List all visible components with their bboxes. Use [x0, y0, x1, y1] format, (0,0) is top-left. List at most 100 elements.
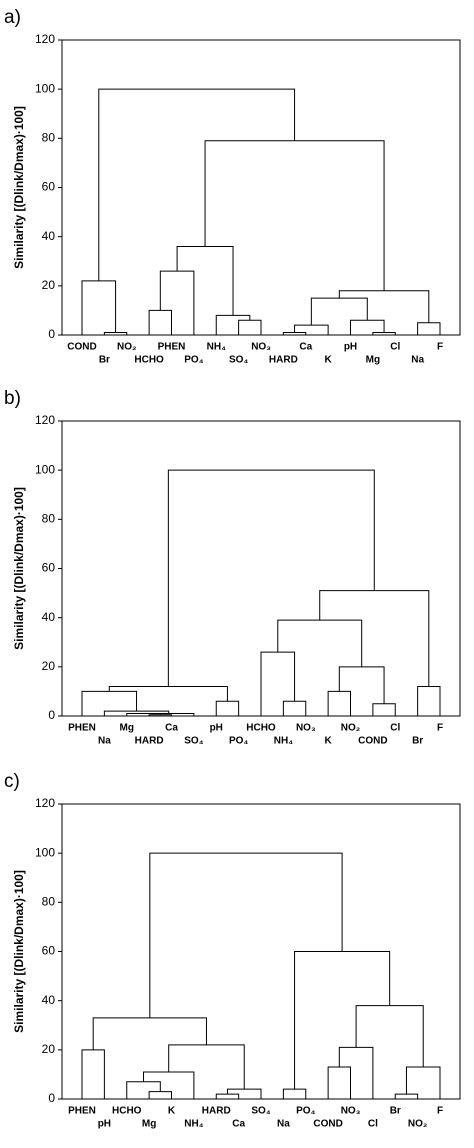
leaf-label: Cl	[390, 723, 400, 734]
dendrogram-link	[92, 1017, 207, 1050]
y-tick-label: 40	[42, 610, 56, 624]
dendrogram-link	[126, 1081, 161, 1099]
leaf-label: F	[437, 1106, 443, 1117]
dendrogram-link	[372, 332, 396, 335]
leaf-label: HCHO	[246, 723, 276, 734]
leaf-label: pH	[210, 723, 223, 734]
leaf-label: NO₃	[251, 342, 271, 353]
leaf-label: PHEN	[68, 723, 96, 734]
dendrogram-panel: b) 0 20 40 60 80 100 120 Similarity [(Dlink/Dmax…	[4, 388, 461, 747]
leaf-label: Br	[412, 736, 423, 747]
dendrogram-link	[310, 297, 368, 326]
dendrogram-link	[108, 686, 228, 702]
dendrogram-link	[417, 322, 441, 335]
dendrogram-link	[176, 246, 234, 316]
leaf-label: PHEN	[158, 342, 186, 353]
dendrogram-link	[294, 951, 391, 1090]
y-tick-label: 40	[42, 993, 56, 1007]
panel-label: b)	[4, 388, 21, 409]
leaf-label: Ca	[299, 342, 312, 353]
dendrogram-link	[417, 686, 441, 716]
leaf-label: K	[325, 355, 333, 366]
dendrogram-link	[159, 270, 195, 335]
dendrogram-link	[81, 690, 138, 716]
leaf-label: NO₃	[296, 723, 316, 734]
leaf-label: HARD	[202, 1106, 231, 1117]
dendrogram-link	[143, 713, 195, 716]
dendrogram-link	[282, 700, 307, 716]
dendrogram-link	[327, 1066, 351, 1099]
dendrogram-link	[148, 309, 172, 335]
dendrogram-link	[215, 314, 251, 335]
leaf-label: SO₄	[229, 355, 248, 366]
y-tick-label: 120	[35, 32, 55, 46]
leaf-label: HCHO	[112, 1106, 142, 1117]
y-tick-label: 80	[42, 895, 56, 909]
leaf-label: SO₄	[184, 736, 203, 747]
panel-label: a)	[4, 7, 21, 28]
dendrogram-link	[226, 1088, 262, 1099]
y-tick-label: 100	[35, 462, 55, 476]
leaf-label: pH	[344, 342, 357, 353]
dendrogram-link	[103, 332, 128, 335]
y-tick-label: 60	[42, 944, 56, 958]
y-tick-label: 60	[42, 180, 56, 194]
dendrogram-link	[167, 469, 375, 687]
leaf-label: COND	[67, 342, 96, 353]
leaf-label: Mg	[142, 1119, 156, 1130]
dendrogram-link	[204, 140, 385, 291]
dendrogram-link	[338, 666, 385, 704]
leaf-label: COND	[313, 1119, 342, 1130]
leaf-label: Ca	[232, 1119, 245, 1130]
leaf-label: PHEN	[68, 1106, 96, 1117]
leaf-label: K	[325, 736, 333, 747]
dendrogram-link	[338, 290, 430, 323]
dendrogram-link	[282, 1088, 307, 1099]
plot-frame	[61, 803, 461, 1100]
panel-label: c)	[4, 771, 20, 792]
dendrogram-link	[148, 1091, 172, 1099]
leaf-label: K	[168, 1106, 176, 1117]
dendrogram-link	[282, 332, 307, 335]
dendrogram-panel: c) 0 20 40 60 80 100 120 Similarity [(Dlink/Dmax…	[4, 771, 461, 1130]
leaf-label: PO₄	[184, 355, 203, 366]
leaf-label: NH₄	[274, 736, 293, 747]
leaf-label: Mg	[120, 723, 134, 734]
leaf-label: NO₂	[408, 1119, 427, 1130]
y-tick-label: 40	[42, 229, 56, 243]
dendrogram-link	[319, 590, 430, 687]
leaf-label: PO₄	[296, 1106, 315, 1117]
y-tick-label: 100	[35, 81, 55, 95]
y-tick-label: 120	[35, 413, 55, 427]
y-tick-label: 120	[35, 796, 55, 810]
dendrogram-link	[294, 324, 329, 335]
dendrogram-link	[81, 280, 117, 335]
leaf-label: SO₄	[251, 1106, 270, 1117]
y-tick-label: 0	[48, 1091, 55, 1105]
leaf-label: PO₄	[229, 736, 248, 747]
y-tick-label: 0	[48, 327, 55, 341]
y-tick-label: 60	[42, 561, 56, 575]
leaf-label: NH₄	[184, 1119, 203, 1130]
y-axis-label: Similarity [(Dlink/Dmax)·100]	[12, 106, 26, 269]
dendrogram-link	[215, 700, 240, 716]
leaf-label: Na	[411, 355, 424, 366]
leaf-label: HARD	[135, 736, 164, 747]
leaf-label: F	[437, 342, 443, 353]
leaf-label: pH	[98, 1119, 111, 1130]
dendrogram-link	[260, 651, 296, 716]
dendrogram-link	[327, 690, 351, 716]
dendrogram-link	[215, 1093, 240, 1099]
dendrogram-link	[238, 319, 262, 335]
dendrogram-link	[98, 88, 296, 281]
dendrogram-link	[148, 714, 172, 716]
y-tick-label: 100	[35, 845, 55, 859]
dendrogram-link	[394, 1093, 419, 1099]
y-tick-label: 80	[42, 512, 56, 526]
dendrogram-link	[372, 703, 396, 716]
leaf-label: Cl	[368, 1119, 378, 1130]
leaf-label: Mg	[366, 355, 380, 366]
leaf-label: Br	[390, 1106, 401, 1117]
leaf-label: NO₂	[341, 723, 360, 734]
